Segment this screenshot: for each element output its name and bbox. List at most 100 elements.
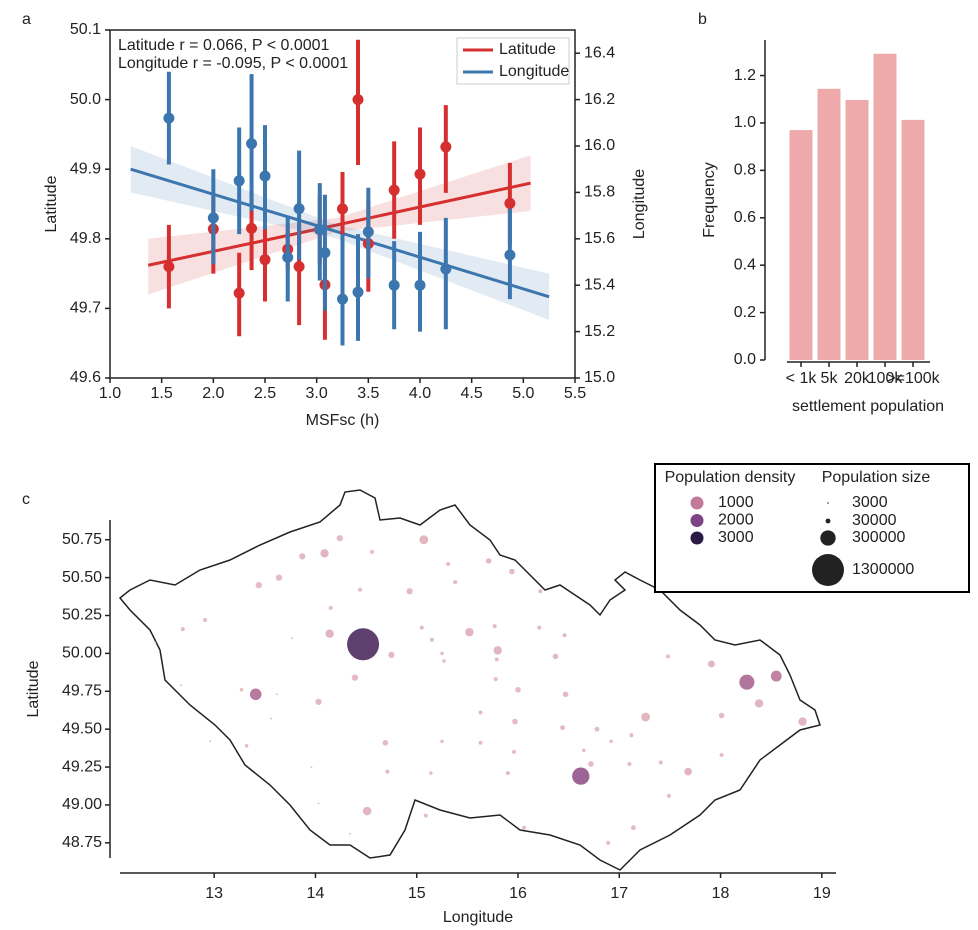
x-tick-label: >=100k xyxy=(886,370,940,387)
legend-label: 1000 xyxy=(718,494,754,511)
city-bubble xyxy=(275,693,278,696)
point xyxy=(319,247,331,259)
x-tick-label: 17 xyxy=(610,885,628,902)
city-bubble xyxy=(719,752,724,757)
y-tick-label: 0.8 xyxy=(734,162,756,179)
point xyxy=(388,279,400,291)
point xyxy=(352,94,364,106)
city-bubble xyxy=(179,684,182,687)
x-axis-label: Longitude xyxy=(443,909,513,926)
bar xyxy=(873,53,897,361)
city-bubble xyxy=(440,739,444,744)
regression-line xyxy=(147,181,531,267)
point xyxy=(207,212,219,224)
city-bubble xyxy=(358,587,363,592)
city-bubble xyxy=(493,677,498,682)
city-bubble xyxy=(255,582,262,589)
point xyxy=(337,293,348,305)
x-tick-label: 13 xyxy=(205,885,223,902)
plot-frame xyxy=(109,29,576,379)
city-bubble xyxy=(572,767,590,785)
legend-color xyxy=(690,514,704,527)
point xyxy=(414,168,426,180)
y-axis-label: Latitude xyxy=(43,175,60,232)
city-bubble xyxy=(269,717,272,720)
city-bubble xyxy=(406,588,413,595)
city-bubble xyxy=(658,760,663,765)
city-bubble xyxy=(239,688,244,692)
point xyxy=(293,203,305,215)
city-bubble xyxy=(770,670,782,682)
city-bubble xyxy=(465,627,474,637)
panel-label: c xyxy=(22,491,30,508)
city-bubble xyxy=(478,710,483,715)
city-bubble xyxy=(180,627,185,632)
city-bubble xyxy=(485,558,492,564)
point xyxy=(246,138,258,150)
x-tick-label: 4.5 xyxy=(461,385,483,402)
legend-label: 3000 xyxy=(718,529,754,546)
point xyxy=(504,249,516,261)
y2-tick-label: 15.0 xyxy=(584,369,615,386)
point xyxy=(314,224,326,236)
city-bubble xyxy=(315,698,322,706)
y-tick-label: 0.6 xyxy=(734,209,756,226)
city-bubble xyxy=(388,651,395,659)
legend-size xyxy=(825,518,831,524)
country-outline xyxy=(118,489,821,871)
annotation: Latitude r = 0.066, P < 0.0001 xyxy=(118,37,330,54)
point xyxy=(163,112,175,124)
city-bubble xyxy=(440,651,444,656)
city-bubble xyxy=(429,771,433,775)
y-tick-label: 0.2 xyxy=(734,304,756,321)
legend-label: 30000 xyxy=(852,512,897,529)
legend-size xyxy=(812,554,844,586)
x-axis-label: MSFsc (h) xyxy=(306,412,380,429)
y2-tick-label: 16.4 xyxy=(584,44,615,61)
y-tick-label: 50.25 xyxy=(62,607,102,624)
city-bubble xyxy=(348,832,351,835)
panel-label: b xyxy=(698,11,707,28)
city-bubble xyxy=(552,653,559,660)
city-bubble xyxy=(609,739,613,744)
city-bubble xyxy=(560,725,565,731)
point xyxy=(440,263,452,275)
y-tick-label: 50.0 xyxy=(70,91,101,108)
point xyxy=(504,197,516,209)
city-bubble xyxy=(478,740,483,745)
point xyxy=(337,203,348,215)
city-bubble xyxy=(739,674,755,690)
city-bubble xyxy=(631,825,636,831)
legend-label: 1300000 xyxy=(852,561,914,578)
city-bubble xyxy=(493,646,502,655)
city-bubble xyxy=(522,825,527,830)
y2-tick-label: 16.0 xyxy=(584,137,615,154)
y2-tick-label: 15.4 xyxy=(584,276,615,293)
city-bubble xyxy=(325,629,334,638)
y-tick-label: 49.9 xyxy=(70,160,101,177)
point xyxy=(282,251,294,263)
city-bubble xyxy=(537,625,542,630)
city-bubble xyxy=(370,549,375,554)
bar xyxy=(901,119,925,360)
x-tick-label: 20k xyxy=(844,370,871,387)
city-bubble xyxy=(382,740,389,746)
point xyxy=(293,261,305,273)
city-bubble xyxy=(665,654,670,659)
city-bubble xyxy=(538,589,543,594)
x-tick-label: 3.0 xyxy=(306,385,328,402)
x-tick-label: 100k xyxy=(868,370,904,387)
y-tick-label: 48.75 xyxy=(62,834,102,851)
city-bubble xyxy=(442,659,446,663)
city-bubble xyxy=(754,699,764,708)
regression-line xyxy=(130,167,550,299)
city-bubble xyxy=(505,771,510,776)
y-tick-label: 1.2 xyxy=(734,67,756,84)
city-bubble xyxy=(419,535,429,545)
city-bubble xyxy=(562,691,569,698)
y2-tick-label: 15.8 xyxy=(584,184,615,201)
y-tick-label: 49.75 xyxy=(62,682,102,699)
city-bubble xyxy=(419,625,424,630)
city-bubble xyxy=(492,624,497,629)
legend-color xyxy=(690,531,704,545)
